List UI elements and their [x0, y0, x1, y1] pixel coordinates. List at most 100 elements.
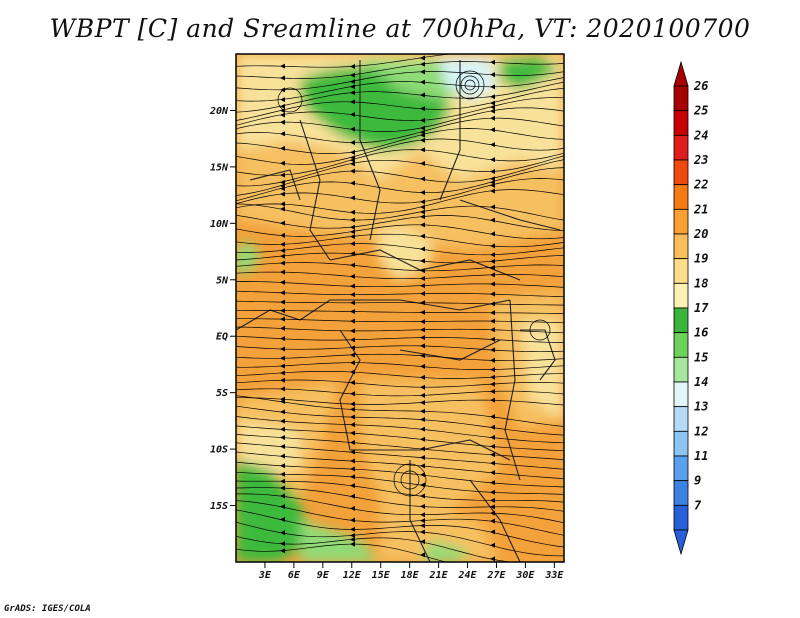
- streamline-arrow: [420, 199, 425, 205]
- streamline-arrow: [280, 269, 285, 275]
- streamline-arrow: [280, 453, 285, 459]
- streamline-vortex: [277, 87, 303, 113]
- streamline-arrow: [280, 160, 285, 166]
- streamline: [236, 290, 564, 298]
- streamline-arrow: [350, 273, 355, 279]
- streamline-arrow: [420, 222, 425, 228]
- map-plot-area: [236, 54, 564, 562]
- streamline-arrow: [420, 523, 425, 529]
- colorbar-label: 15: [694, 350, 708, 364]
- streamline: [236, 493, 564, 524]
- streamline-arrow: [420, 161, 425, 167]
- streamline-arrow: [420, 283, 425, 289]
- colorbar-label: 24: [693, 128, 708, 142]
- streamline: [236, 388, 564, 397]
- colorbar-label: 18: [694, 276, 708, 290]
- streamline-arrow: [350, 352, 355, 358]
- lon-tick-label: 12E: [343, 570, 362, 581]
- streamline-arrow: [420, 363, 425, 369]
- border-line: [330, 299, 511, 311]
- streamline-arrow: [420, 268, 425, 274]
- colorbar-swatch: [673, 159, 689, 186]
- streamline: [236, 252, 564, 264]
- map-frame: [235, 53, 565, 563]
- streamline-arrow: [350, 251, 355, 257]
- colorbar: 26 25 24 23 22 21 20 19 18 17 16 15 14 13 12 11 9 7: [673, 60, 709, 556]
- streamline: [236, 97, 564, 126]
- lat-tick-label: 10N: [210, 219, 229, 230]
- colorbar-swatch: [673, 110, 689, 136]
- streamline-arrow: [420, 374, 425, 380]
- streamline-arrow: [490, 357, 495, 363]
- streamline-arrow: [280, 308, 285, 314]
- streamline-arrow: [350, 283, 355, 289]
- streamline-arrow: [280, 399, 285, 405]
- streamline-arrow: [280, 530, 285, 536]
- fill-patch-green: [500, 56, 560, 90]
- streamline-arrow: [350, 126, 355, 132]
- streamline-arrow: [280, 112, 285, 118]
- streamline-arrow: [490, 115, 495, 121]
- streamline-arrow: [280, 409, 285, 415]
- streamline-arrow: [280, 370, 285, 376]
- streamline: [236, 233, 564, 248]
- streamline-arrow: [280, 386, 285, 392]
- streamline: [236, 214, 564, 231]
- streamline: [236, 309, 564, 314]
- streamline-arrow: [490, 258, 495, 264]
- lat-tick-label: 10S: [210, 445, 228, 456]
- streamline-arrow: [490, 518, 495, 524]
- streamline-arrow: [280, 260, 285, 266]
- streamline-arrow: [350, 533, 355, 539]
- streamline-arrow: [350, 84, 355, 90]
- streamline-arrow: [280, 485, 285, 491]
- streamline: [236, 405, 564, 436]
- streamline-arrow: [350, 224, 355, 230]
- streamline-arrow: [280, 363, 285, 369]
- streamline: [236, 61, 564, 79]
- border-line: [350, 439, 511, 461]
- lon-tick-label: 3E: [258, 570, 272, 581]
- colorbar-label: 25: [693, 104, 708, 118]
- streamline-arrow: [280, 346, 285, 352]
- streamline-arrow: [280, 131, 285, 137]
- streamline-arrow: [490, 497, 495, 503]
- streamline-arrow: [420, 512, 425, 518]
- colorbar-swatch: [673, 332, 689, 358]
- streamline-arrow: [280, 493, 285, 499]
- streamline-arrow: [490, 443, 495, 449]
- streamline-arrow: [350, 537, 355, 543]
- streamline-arrow: [350, 458, 355, 464]
- streamline-arrow: [280, 426, 285, 432]
- streamline-arrow: [280, 548, 285, 554]
- streamline-arrow: [350, 168, 355, 174]
- colorbar-swatch: [673, 85, 689, 112]
- streamline-arrow: [420, 61, 425, 67]
- streamline-arrow: [350, 430, 355, 436]
- streamline-arrow: [420, 455, 425, 461]
- streamline-arrow: [420, 106, 425, 112]
- streamline-arrow: [490, 188, 495, 194]
- streamline-arrow: [280, 316, 285, 322]
- streamline-arrow: [420, 246, 425, 252]
- streamline-arrow: [490, 264, 495, 270]
- streamline-arrow: [490, 127, 495, 133]
- lon-tick-label: 33E: [544, 570, 564, 581]
- streamline: [236, 167, 564, 202]
- streamline-arrow: [490, 374, 495, 380]
- streamline-arrow: [420, 392, 425, 398]
- streamline-arrow: [280, 145, 285, 151]
- streamline-vortex: [529, 319, 551, 341]
- colorbar-bottom-tip: [673, 529, 689, 556]
- streamline-arrow: [280, 355, 285, 361]
- fill-patch-cyan: [440, 58, 495, 100]
- streamline-arrow: [280, 463, 285, 469]
- colorbar-label: 9: [694, 474, 701, 488]
- streamline-arrow: [490, 310, 495, 316]
- colorbar-label: 11: [694, 449, 708, 463]
- lat-tick-label: 15S: [210, 501, 228, 512]
- streamline: [236, 149, 564, 176]
- streamlines: [236, 54, 564, 562]
- streamline-arrow: [490, 460, 495, 466]
- streamline: [236, 362, 564, 370]
